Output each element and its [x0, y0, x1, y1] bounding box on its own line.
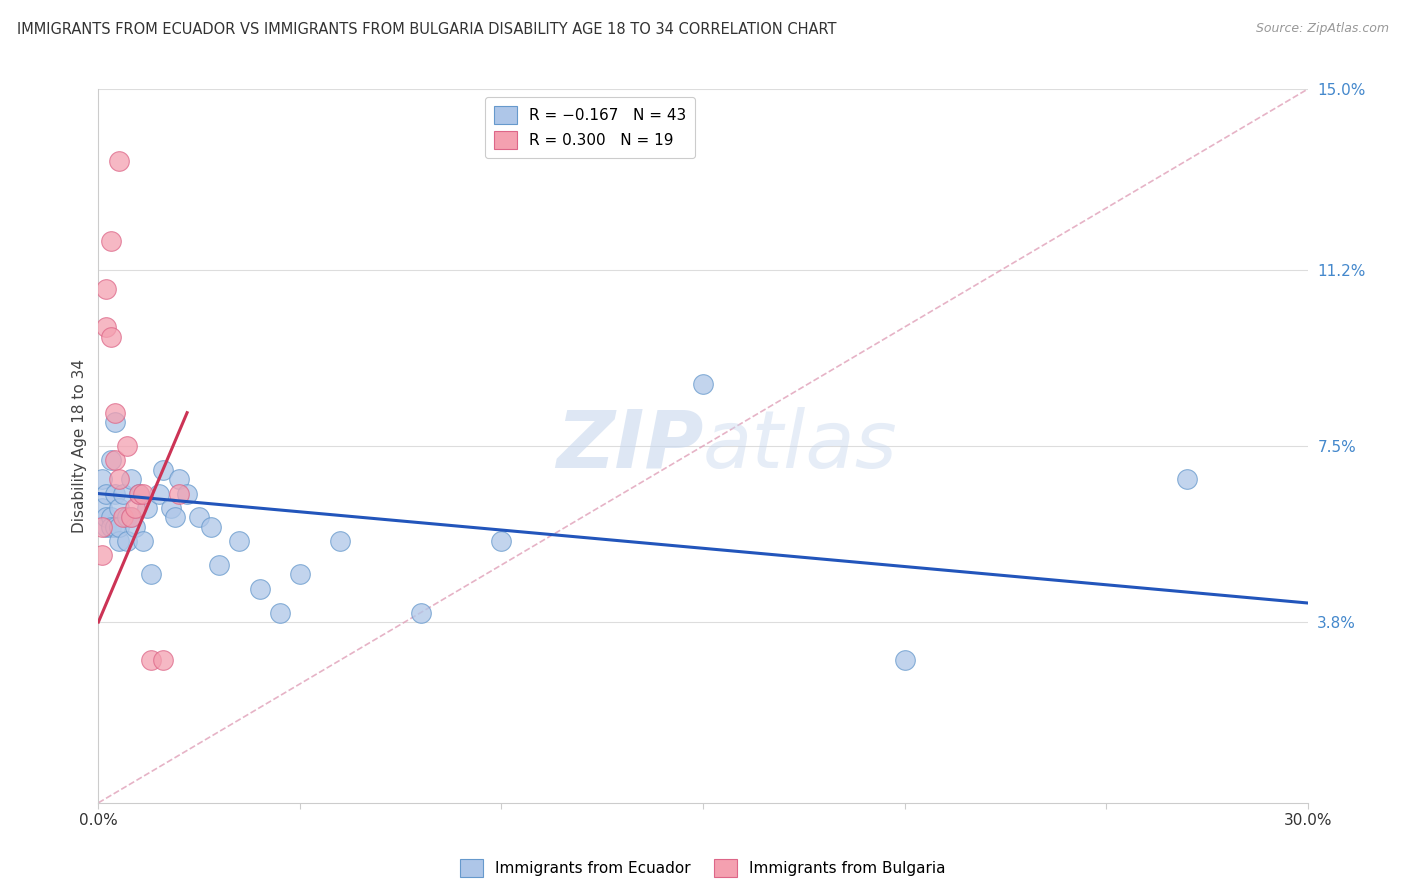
Point	[1175, 472, 1198, 486]
Point	[409, 606, 432, 620]
Point	[188, 510, 211, 524]
Point	[100, 520, 122, 534]
Point	[96, 486, 118, 500]
Point	[139, 653, 162, 667]
Point	[152, 653, 174, 667]
Point	[124, 500, 146, 515]
Point	[91, 520, 114, 534]
Point	[692, 377, 714, 392]
Point	[91, 549, 114, 563]
Point	[167, 472, 190, 486]
Point	[132, 486, 155, 500]
Point	[163, 510, 186, 524]
Point	[96, 282, 118, 296]
Text: atlas: atlas	[703, 407, 898, 485]
Point	[103, 486, 125, 500]
Point	[103, 520, 125, 534]
Point	[120, 472, 142, 486]
Point	[103, 406, 125, 420]
Point	[115, 439, 138, 453]
Point	[107, 472, 129, 486]
Point	[128, 486, 150, 500]
Point	[100, 510, 122, 524]
Point	[100, 329, 122, 343]
Point	[107, 520, 129, 534]
Point	[152, 463, 174, 477]
Point	[91, 472, 114, 486]
Point	[111, 486, 134, 500]
Point	[139, 567, 162, 582]
Point	[107, 153, 129, 168]
Point	[160, 500, 183, 515]
Point	[124, 520, 146, 534]
Point	[120, 510, 142, 524]
Point	[115, 510, 138, 524]
Point	[228, 534, 250, 549]
Point	[208, 558, 231, 572]
Point	[96, 520, 118, 534]
Point	[96, 320, 118, 334]
Point	[128, 486, 150, 500]
Point	[100, 453, 122, 467]
Legend: Immigrants from Ecuador, Immigrants from Bulgaria: Immigrants from Ecuador, Immigrants from…	[453, 852, 953, 884]
Point	[148, 486, 170, 500]
Point	[329, 534, 352, 549]
Text: Source: ZipAtlas.com: Source: ZipAtlas.com	[1256, 22, 1389, 36]
Point	[91, 500, 114, 515]
Text: IMMIGRANTS FROM ECUADOR VS IMMIGRANTS FROM BULGARIA DISABILITY AGE 18 TO 34 CORR: IMMIGRANTS FROM ECUADOR VS IMMIGRANTS FR…	[17, 22, 837, 37]
Point	[107, 500, 129, 515]
Point	[288, 567, 311, 582]
Legend: R = −0.167   N = 43, R = 0.300   N = 19: R = −0.167 N = 43, R = 0.300 N = 19	[485, 97, 696, 158]
Point	[132, 534, 155, 549]
Point	[111, 510, 134, 524]
Point	[893, 653, 915, 667]
Point	[167, 486, 190, 500]
Point	[249, 582, 271, 596]
Point	[491, 534, 513, 549]
Point	[200, 520, 222, 534]
Point	[107, 534, 129, 549]
Point	[135, 500, 157, 515]
Point	[103, 453, 125, 467]
Point	[96, 510, 118, 524]
Point	[120, 510, 142, 524]
Y-axis label: Disability Age 18 to 34: Disability Age 18 to 34	[72, 359, 87, 533]
Text: ZIP: ZIP	[555, 407, 703, 485]
Point	[176, 486, 198, 500]
Point	[103, 415, 125, 429]
Point	[100, 235, 122, 249]
Point	[115, 534, 138, 549]
Point	[269, 606, 291, 620]
